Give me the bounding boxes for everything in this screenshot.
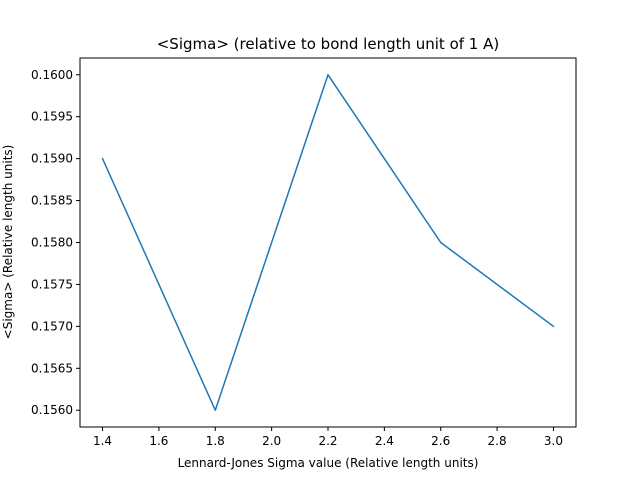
plot-area: 1.4 1.6 1.8 2.0 2.2 2.4 2.6 2.8 3.0 0.1560 0.1565 0… <box>31 57 577 448</box>
y-tick-label: 0.1570 <box>31 319 73 333</box>
y-tick-label: 0.1590 <box>31 152 73 166</box>
x-tick-label: 1.8 <box>206 434 225 448</box>
y-tick-label: 0.1595 <box>31 110 73 124</box>
y-tick-label: 0.1600 <box>31 68 73 82</box>
y-tick-label: 0.1565 <box>31 361 73 375</box>
x-tick-label: 2.6 <box>431 434 450 448</box>
plot-frame <box>79 57 577 428</box>
x-tick-label: 1.4 <box>93 434 112 448</box>
y-axis-label: <Sigma> (Relative length units) <box>1 145 15 340</box>
y-tick-label: 0.1575 <box>31 277 73 291</box>
x-tick-label: 2.0 <box>262 434 281 448</box>
x-tick-label: 2.8 <box>488 434 507 448</box>
x-tick-label: 3.0 <box>544 434 563 448</box>
chart-title: <Sigma> (relative to bond length unit of… <box>157 35 500 53</box>
y-tick-label: 0.1580 <box>31 236 73 250</box>
x-tick-label: 2.4 <box>375 434 394 448</box>
x-axis-label: Lennard-Jones Sigma value (Relative leng… <box>178 456 479 470</box>
x-tick-label: 2.2 <box>318 434 337 448</box>
x-tick-label: 1.6 <box>149 434 168 448</box>
y-tick-label: 0.1560 <box>31 403 73 417</box>
series-line-0 <box>101 74 555 411</box>
y-tick-label: 0.1585 <box>31 194 73 208</box>
